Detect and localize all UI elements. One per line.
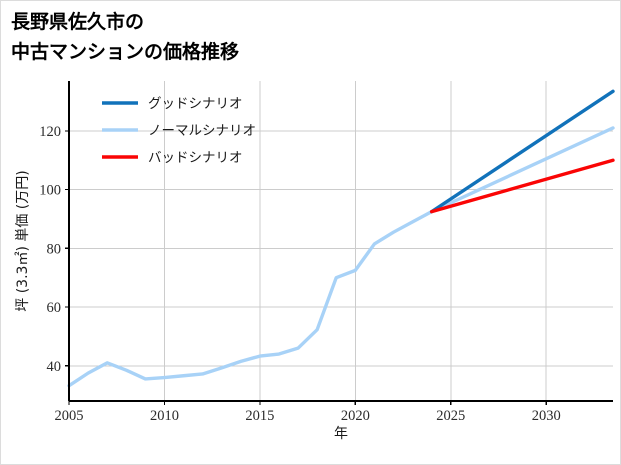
axis-spines bbox=[68, 81, 613, 402]
chart-title-line-2: 中古マンションの価格推移 bbox=[11, 40, 239, 63]
legend-label-1: ノーマルシナリオ bbox=[148, 123, 256, 139]
series-line-good bbox=[429, 89, 615, 214]
y-tick-label: 80 bbox=[47, 241, 62, 257]
y-tick-label: 100 bbox=[39, 183, 61, 199]
x-tick-label: 2005 bbox=[55, 408, 84, 424]
x-tick-label: 2030 bbox=[532, 408, 561, 424]
x-tick-label: 2020 bbox=[341, 408, 370, 424]
x-axis-title: 年 bbox=[334, 426, 348, 442]
y-tick-label: 40 bbox=[47, 359, 62, 375]
legend-label-2: バッドシナリオ bbox=[148, 150, 243, 166]
x-tick-label: 2015 bbox=[245, 408, 274, 424]
series-layer bbox=[67, 89, 615, 388]
y-axis-ticks: 40 60 80 100 120 bbox=[39, 124, 69, 375]
y-axis-title: 坪 (3.3㎡) 単価 (万円) bbox=[15, 170, 31, 311]
x-tick-label: 2025 bbox=[436, 408, 465, 424]
x-axis-ticks: 2005 2010 2015 2020 2025 2030 bbox=[55, 401, 561, 424]
legend-label-0: グッドシナリオ bbox=[148, 96, 243, 112]
y-tick-label: 120 bbox=[39, 124, 61, 140]
y-tick-label: 60 bbox=[47, 300, 62, 316]
chart-title-line-1: 長野県佐久市の bbox=[11, 10, 144, 33]
series-line-bad bbox=[429, 158, 615, 214]
series-line-normal bbox=[67, 126, 615, 388]
x-tick-label: 2010 bbox=[150, 408, 179, 424]
